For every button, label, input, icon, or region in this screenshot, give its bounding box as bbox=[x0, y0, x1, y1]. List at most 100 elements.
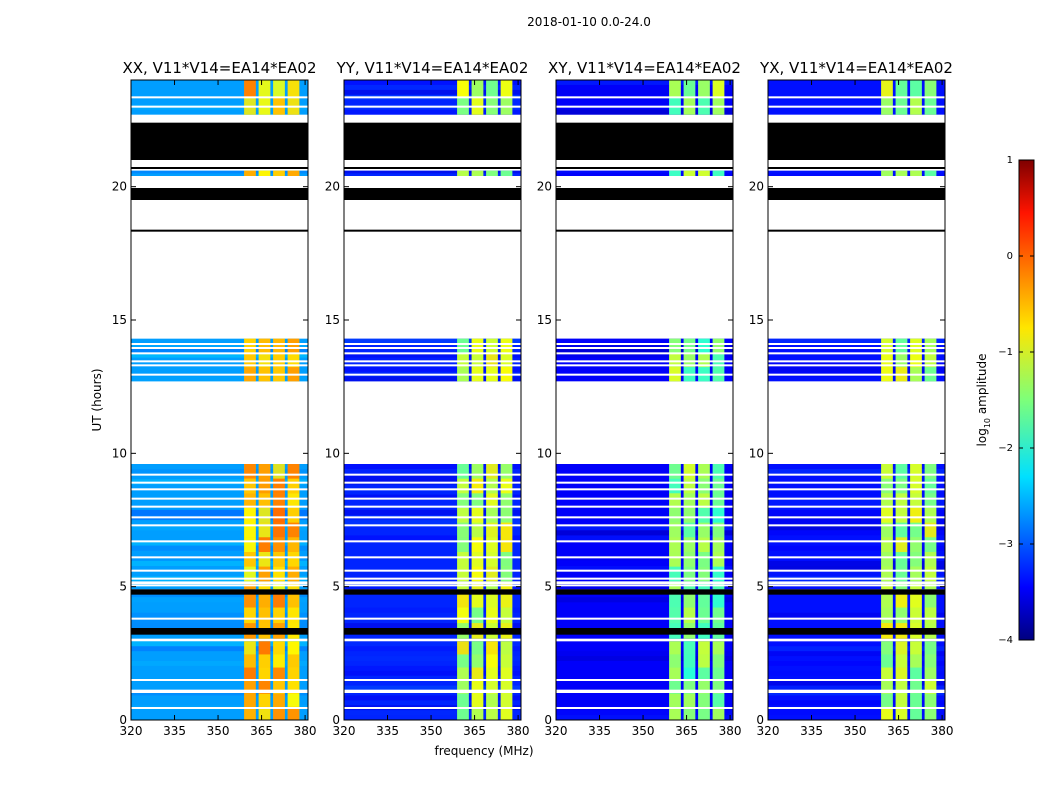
rfi-band-segment bbox=[258, 667, 271, 681]
white-line bbox=[768, 689, 945, 692]
rfi-band-segment bbox=[895, 654, 908, 668]
rfi-band-segment bbox=[924, 566, 937, 582]
rfi-band-segment bbox=[273, 552, 285, 567]
rfi-band-segment bbox=[669, 592, 681, 608]
x-tick-label: 380 bbox=[507, 724, 530, 738]
rfi-band-segment bbox=[895, 508, 908, 523]
rfi-band-segment bbox=[244, 170, 256, 176]
rfi-band-segment bbox=[471, 537, 484, 552]
rfi-band-segment bbox=[486, 680, 498, 694]
white-line bbox=[344, 497, 521, 500]
rfi-band-segment bbox=[924, 478, 937, 494]
flagged-row bbox=[344, 188, 521, 200]
y-axis-label: UT (hours) bbox=[90, 368, 104, 431]
rfi-band-segment bbox=[486, 508, 498, 523]
rfi-band-segment bbox=[287, 607, 300, 624]
rfi-band-segment bbox=[881, 478, 893, 494]
noise-stripe bbox=[131, 509, 308, 516]
noise-stripe bbox=[768, 623, 945, 629]
flag-line bbox=[556, 131, 733, 133]
rfi-band-segment bbox=[881, 338, 893, 353]
rfi-band-segment bbox=[881, 641, 893, 655]
flag-line bbox=[131, 167, 308, 169]
rfi-band-segment bbox=[910, 566, 922, 582]
rfi-band-segment bbox=[486, 592, 498, 608]
rfi-band-segment bbox=[924, 170, 937, 176]
flagged-row bbox=[556, 628, 733, 635]
rfi-band-segment bbox=[486, 584, 498, 590]
noise-stripe bbox=[131, 612, 308, 618]
rfi-band-segment bbox=[910, 170, 922, 176]
white-line bbox=[556, 516, 733, 519]
rfi-band-segment bbox=[683, 566, 696, 582]
white-line bbox=[768, 639, 945, 641]
rfi-band-segment bbox=[683, 537, 696, 552]
rfi-band-segment bbox=[683, 352, 696, 368]
rfi-band-segment bbox=[669, 80, 681, 98]
rfi-band-segment bbox=[273, 592, 285, 608]
rfi-band-segment bbox=[683, 170, 696, 176]
rfi-band-segment bbox=[895, 552, 908, 567]
rfi-band-segment bbox=[244, 464, 256, 479]
y-tick-label: 20 bbox=[112, 180, 127, 194]
rfi-band-segment bbox=[910, 493, 922, 508]
white-line bbox=[556, 105, 733, 108]
noise-stripe bbox=[344, 623, 521, 629]
white-line bbox=[344, 505, 521, 508]
rfi-band-segment bbox=[910, 641, 922, 655]
rfi-band-segment bbox=[486, 566, 498, 582]
noise-stripe bbox=[768, 469, 945, 475]
flagged-row bbox=[768, 589, 945, 595]
flagged-row bbox=[131, 122, 308, 160]
rfi-band-segment bbox=[258, 338, 271, 353]
white-line bbox=[131, 343, 308, 345]
noise-stripe bbox=[768, 700, 945, 706]
rfi-band-segment bbox=[244, 537, 256, 552]
noise-stripe bbox=[131, 469, 308, 475]
flagged-row bbox=[131, 589, 308, 595]
white-line bbox=[344, 373, 521, 376]
panel-xy: XY, V11*V14=EA14*EA02 320 335 350 365 380 0 5 10… bbox=[537, 59, 742, 738]
noise-stripe bbox=[131, 376, 308, 382]
rfi-band-segment bbox=[471, 170, 484, 176]
rfi-band-segment bbox=[471, 706, 484, 720]
flagged-row bbox=[131, 188, 308, 200]
colorbar-tick-label: −2 bbox=[998, 443, 1013, 454]
white-line bbox=[131, 497, 308, 500]
noise-stripe bbox=[344, 535, 521, 541]
rfi-band-segment bbox=[881, 654, 893, 668]
rfi-band-segment bbox=[500, 552, 513, 567]
rfi-band-segment bbox=[881, 464, 893, 479]
y-tick-label: 20 bbox=[749, 180, 764, 194]
rfi-band-segment bbox=[500, 464, 513, 479]
rfi-band-segment bbox=[698, 641, 710, 655]
x-tick-label: 350 bbox=[207, 724, 230, 738]
white-line bbox=[768, 347, 945, 349]
rfi-band-segment bbox=[712, 170, 725, 176]
white-line bbox=[768, 343, 945, 345]
noise-stripe bbox=[344, 352, 521, 358]
rfi-band-segment bbox=[244, 592, 256, 608]
rfi-band-segment bbox=[486, 478, 498, 494]
rfi-band-segment bbox=[471, 478, 484, 494]
rfi-band-segment bbox=[244, 584, 256, 590]
panel-title-yy: YY, V11*V14=EA14*EA02 bbox=[336, 59, 529, 77]
rfi-band-segment bbox=[244, 607, 256, 624]
data-block bbox=[768, 584, 945, 590]
rfi-band-segment bbox=[287, 592, 300, 608]
flagged-row bbox=[344, 589, 521, 595]
rfi-band-segment bbox=[471, 680, 484, 694]
rfi-band-segment bbox=[273, 566, 285, 582]
white-line bbox=[131, 352, 308, 355]
rfi-band-segment bbox=[698, 592, 710, 608]
rfi-band-segment bbox=[669, 522, 681, 538]
white-line bbox=[344, 352, 521, 355]
rfi-band-segment bbox=[881, 170, 893, 176]
rfi-band-segment bbox=[924, 706, 937, 720]
rfi-band-segment bbox=[457, 592, 469, 608]
noise-stripe bbox=[344, 520, 521, 526]
white-line bbox=[556, 524, 733, 527]
rfi-band-segment bbox=[258, 654, 271, 668]
rfi-band-segment bbox=[258, 80, 271, 98]
rfi-band-segment bbox=[273, 478, 285, 494]
